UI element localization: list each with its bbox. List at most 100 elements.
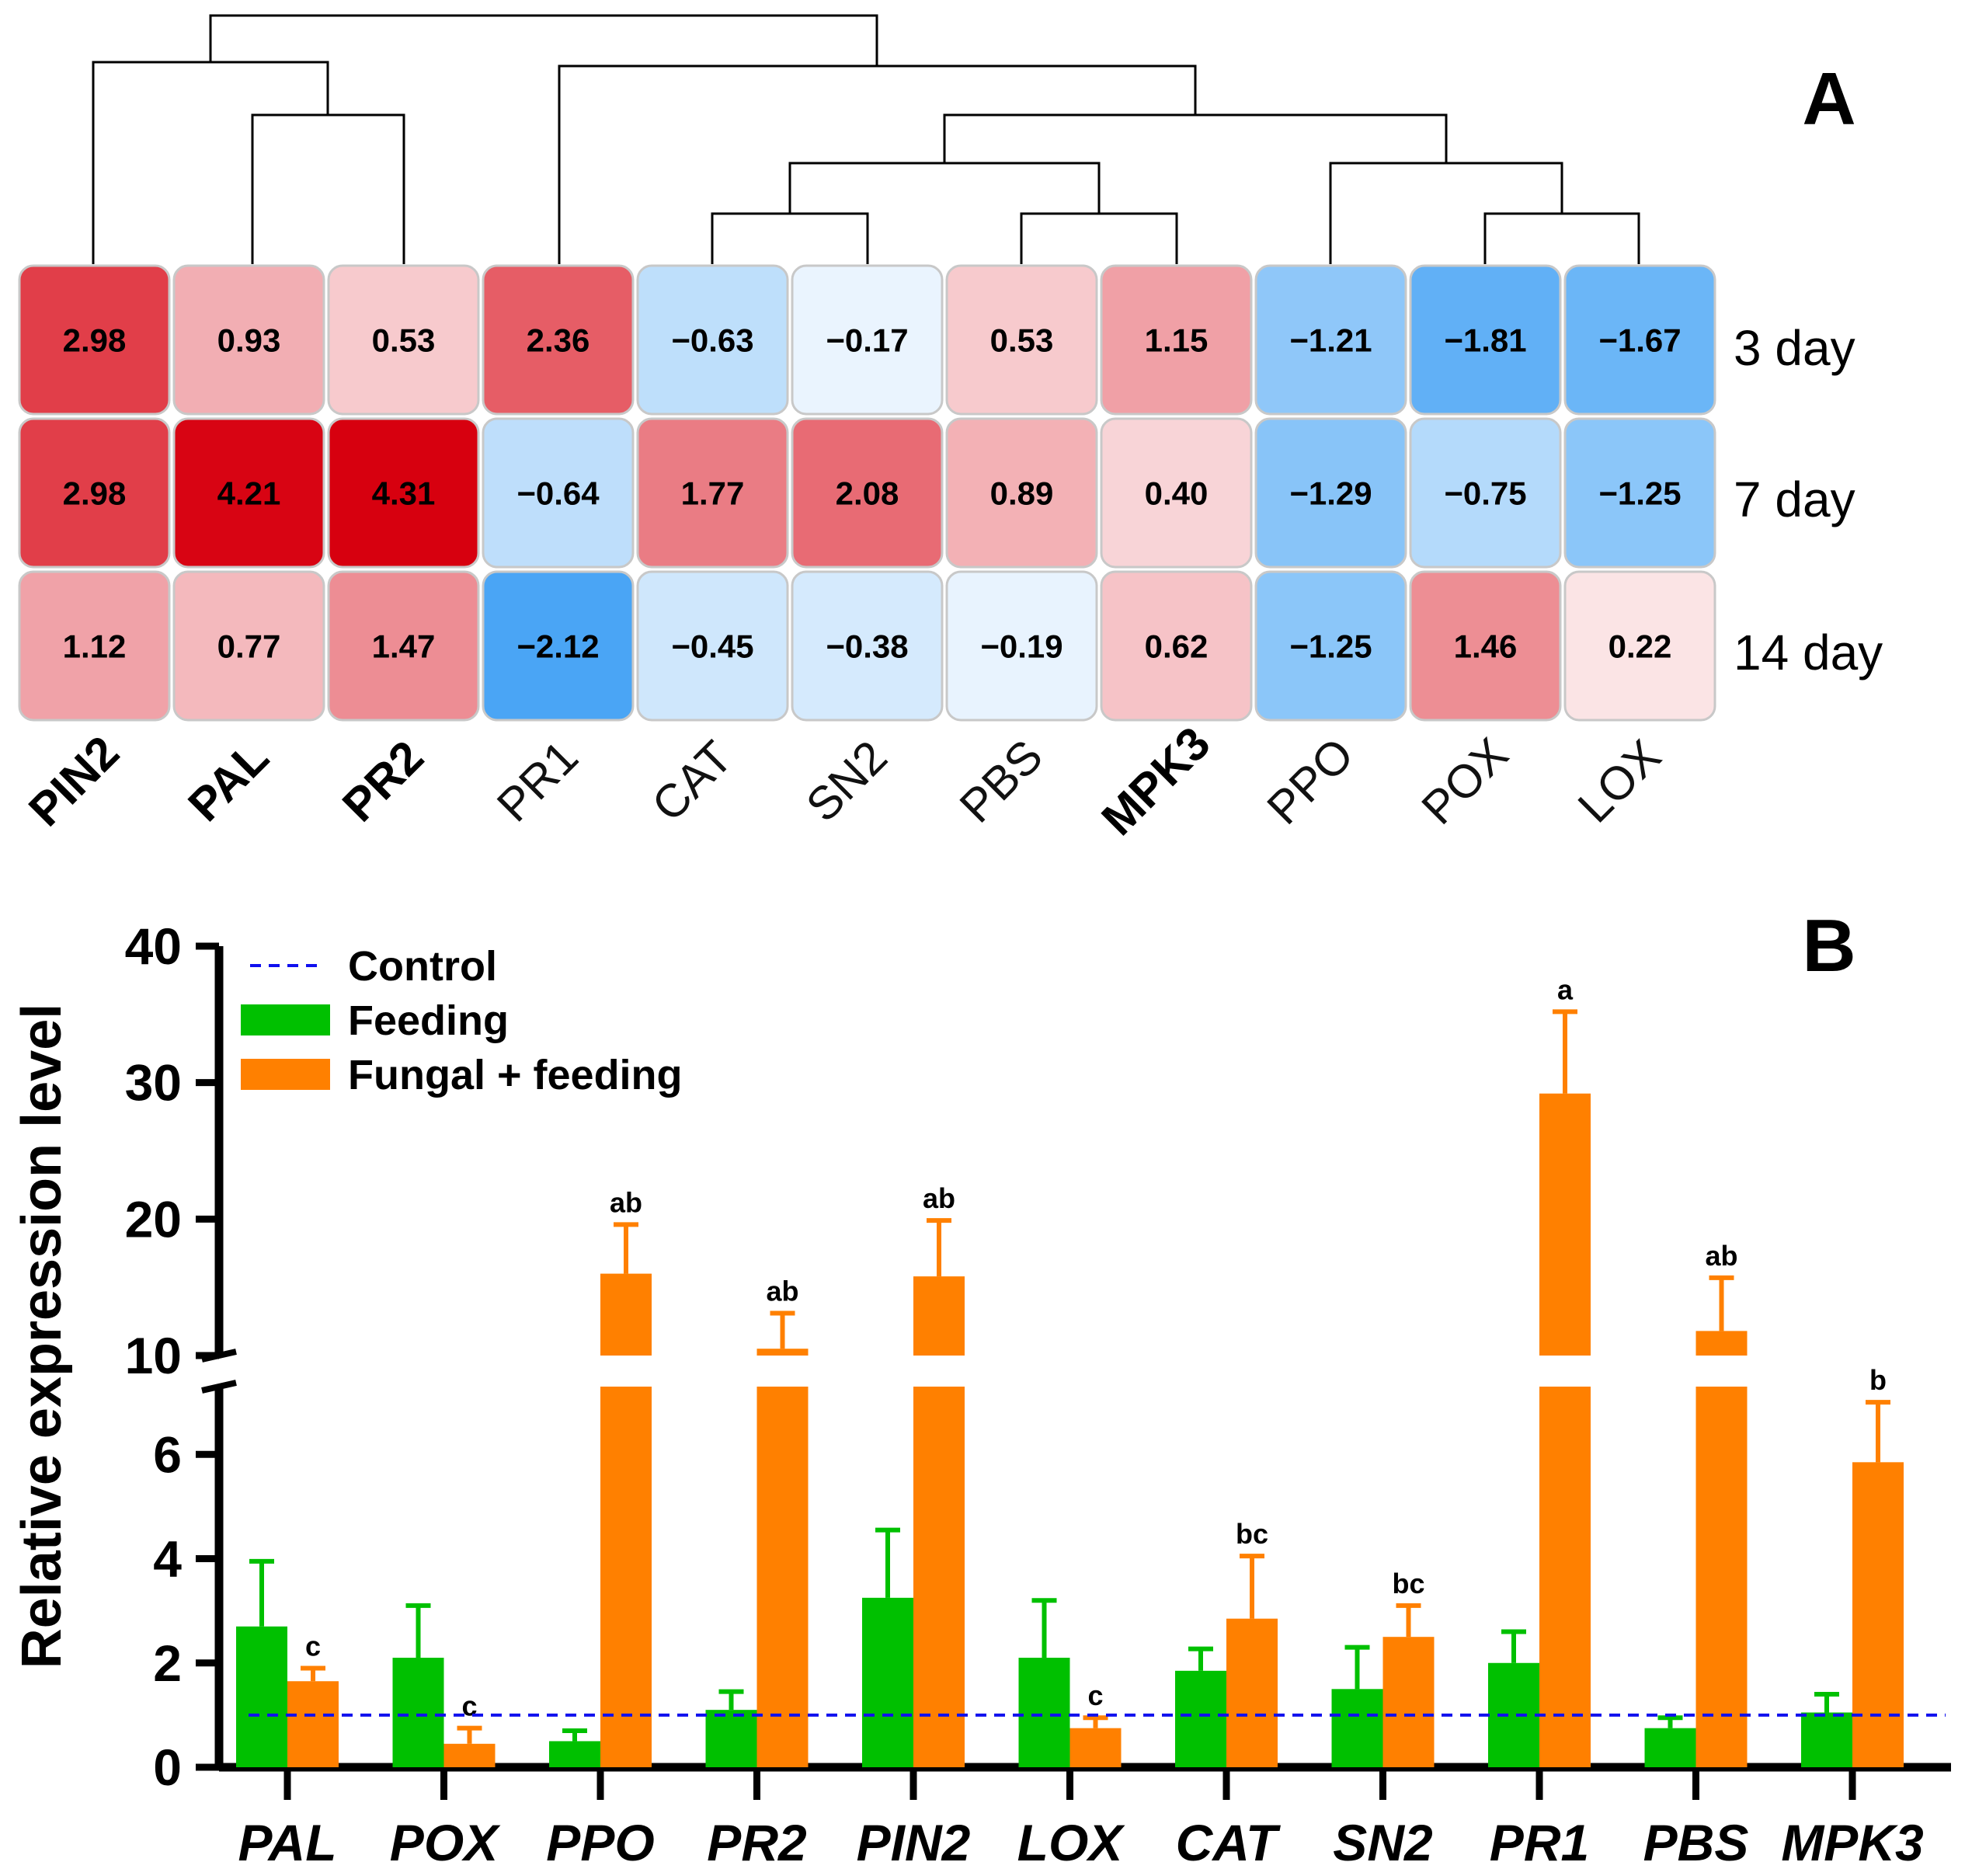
dendrogram-link [252, 115, 404, 186]
heatmap-cells: 2.98 0.93 0.53 2.36 −0.63 −0.17 0.53 1.15 −1.21 −… [18, 264, 1716, 722]
heatmap-value-pin2-14-day: 1.12 [63, 628, 127, 665]
bar-chart-panel: B Relative expression level 0 2 4 6 10 20 30 40… [11, 904, 1951, 1871]
y-tick-label-40: 40 [125, 917, 182, 975]
heatmap-cell-sn2-14-day [791, 570, 944, 722]
bar-fungal-feeding-pin2 [913, 1387, 965, 1767]
heatmap-column-labels: PIN2 PAL PR2 PR1 CAT SN2 PBS MPK3 PPO POX LOX [19, 717, 1671, 845]
x-tick-label-sn2: SN2 [1333, 1814, 1433, 1871]
bar-fungal-feeding-ppo [600, 1387, 652, 1767]
heatmap-cell-cat-7-day [636, 417, 789, 569]
bars: c c ab ab ab c bc bc a ab b [236, 973, 1904, 1767]
y-tick-label-0: 0 [153, 1739, 182, 1796]
bar-feeding-mpk3 [1801, 1712, 1852, 1767]
y-tick-label-4: 4 [153, 1530, 182, 1588]
heatmap-cell-pbs-3-day [945, 264, 1098, 416]
dendrogram [92, 14, 1640, 264]
significance-fungal-feeding-mpk3: b [1869, 1364, 1887, 1396]
heatmap-cell-pal-3-day [172, 264, 325, 416]
heatmap-value-pal-3-day: 0.93 [217, 322, 281, 359]
x-axis: PAL POX PPO PR2 PIN2 LOX CAT SN2 PR1 PBS MPK3 [219, 1763, 1951, 1871]
bar-fungal-feeding-cat [1226, 1618, 1278, 1767]
legend-fungal-feeding-swatch [241, 1059, 330, 1090]
legend-feeding-swatch [241, 1004, 330, 1035]
x-tick-label-pr1: PR1 [1490, 1814, 1589, 1871]
heatmap-cell-mpk3-7-day [1100, 417, 1253, 569]
bar-upper-fungal-feeding-pr1 [1539, 1093, 1591, 1356]
legend-fungal-feeding-label: Fungal + feeding [348, 1052, 683, 1098]
heatmap-value-pr1-7-day: −0.64 [516, 475, 600, 512]
heatmap-cell-ppo-3-day [1254, 264, 1407, 416]
bar-fungal-feeding-pbs [1695, 1387, 1748, 1767]
bar-upper-fungal-feeding-pin2 [913, 1276, 965, 1356]
heatmap-cell-cat-14-day [636, 570, 789, 722]
dendrogram-link-pin2-palpr2 [92, 61, 329, 264]
bar-feeding-pox [392, 1658, 444, 1767]
heatmap-cell-sn2-7-day [791, 417, 944, 569]
y-axis-label: Relative expression level [11, 1004, 73, 1669]
heatmap-value-sn2-14-day: −0.38 [826, 628, 908, 665]
heatmap-cell-pr1-3-day [482, 264, 635, 416]
row-label-3-day: 3 day [1734, 320, 1855, 376]
heatmap-column-label-cat: CAT [642, 731, 742, 831]
y-tick-label-10: 10 [125, 1327, 182, 1384]
heatmap-cell-pox-3-day [1409, 264, 1562, 416]
significance-fungal-feeding-ppo: ab [610, 1186, 642, 1218]
significance-fungal-feeding-sn2: bc [1392, 1568, 1424, 1599]
heatmap-cell-pr2-14-day [327, 570, 480, 722]
bar-feeding-lox [1018, 1658, 1070, 1767]
bar-fungal-feeding-sn2 [1382, 1637, 1435, 1767]
heatmap-column-label-ppo: PPO [1257, 728, 1364, 834]
heatmap-column-label-pr1: PR1 [487, 731, 588, 832]
bar-feeding-cat [1175, 1670, 1226, 1767]
bar-feeding-sn2 [1331, 1689, 1383, 1767]
bar-feeding-ppo [549, 1741, 600, 1767]
heatmap-value-mpk3-14-day: 0.62 [1145, 628, 1209, 665]
legend: Control Feeding Fungal + feeding [241, 943, 683, 1098]
heatmap-column-label-mpk3: MPK3 [1091, 717, 1219, 845]
heatmap-cell-pox-14-day [1409, 570, 1562, 722]
heatmap-value-pal-14-day: 0.77 [217, 628, 281, 665]
significance-fungal-feeding-pox: c [461, 1690, 477, 1722]
significance-fungal-feeding-pbs: ab [1705, 1240, 1737, 1272]
heatmap-value-mpk3-7-day: 0.40 [1145, 475, 1209, 512]
heatmap-cell-pox-7-day [1409, 417, 1562, 569]
row-label-7-day: 7 day [1734, 472, 1855, 527]
heatmap-cell-pr1-7-day [482, 417, 635, 569]
heatmap-value-ppo-14-day: −1.25 [1289, 628, 1372, 665]
significance-fungal-feeding-pal: c [305, 1630, 321, 1662]
dendrogram-link-root [209, 14, 878, 66]
heatmap-value-pr2-14-day: 1.47 [372, 628, 436, 665]
heatmap-value-lox-3-day: −1.67 [1598, 322, 1681, 359]
heatmap-column-label-pox: POX [1412, 728, 1518, 834]
heatmap-value-pin2-7-day: 2.98 [63, 475, 127, 512]
heatmap-cell-ppo-14-day [1254, 570, 1407, 722]
bar-feeding-pal [236, 1626, 287, 1767]
bar-upper-fungal-feeding-pbs [1695, 1331, 1748, 1356]
heatmap-value-pox-3-day: −1.81 [1444, 322, 1526, 359]
dendrogram-link-pos-pbs-mpk3 [1020, 212, 1178, 264]
heatmap-column-label-lox: LOX [1568, 729, 1671, 832]
heatmap-cell-pal-7-day [172, 417, 325, 569]
dendrogram-link-right-cluster [943, 113, 1448, 163]
heatmap-cell-mpk3-14-day [1100, 570, 1253, 722]
heatmap-value-pr2-3-day: 0.53 [372, 322, 436, 359]
heatmap-value-lox-7-day: −1.25 [1598, 475, 1681, 512]
x-tick-label-pbs: PBS [1643, 1814, 1749, 1871]
significance-fungal-feeding-pin2: ab [923, 1182, 955, 1214]
heatmap-value-cat-3-day: −0.63 [671, 322, 753, 359]
heatmap-value-cat-7-day: 1.77 [681, 475, 745, 512]
heatmap-value-cat-14-day: −0.45 [671, 628, 753, 665]
x-tick-label-lox: LOX [1017, 1814, 1126, 1871]
significance-fungal-feeding-cat: bc [1236, 1518, 1268, 1550]
heatmap-value-pox-14-day: 1.46 [1454, 628, 1518, 665]
y-tick-label-2: 2 [153, 1634, 182, 1692]
x-tick-label-pal: PAL [238, 1814, 336, 1871]
heatmap-value-pr2-7-day: 4.31 [372, 475, 436, 512]
heatmap-value-ppo-3-day: −1.21 [1289, 322, 1372, 359]
x-tick-label-pin2: PIN2 [857, 1814, 971, 1871]
row-label-14-day: 14 day [1734, 625, 1883, 680]
heatmap-panel: A 2.98 0.93 0.53 2.36 −0.63 −0.17 0.53 1.15 −1.2… [18, 14, 1883, 845]
heatmap-value-sn2-7-day: 2.08 [836, 475, 899, 512]
heatmap-cell-cat-3-day [636, 264, 789, 416]
dendrogram-link-cat-pbs-group [788, 162, 1101, 214]
